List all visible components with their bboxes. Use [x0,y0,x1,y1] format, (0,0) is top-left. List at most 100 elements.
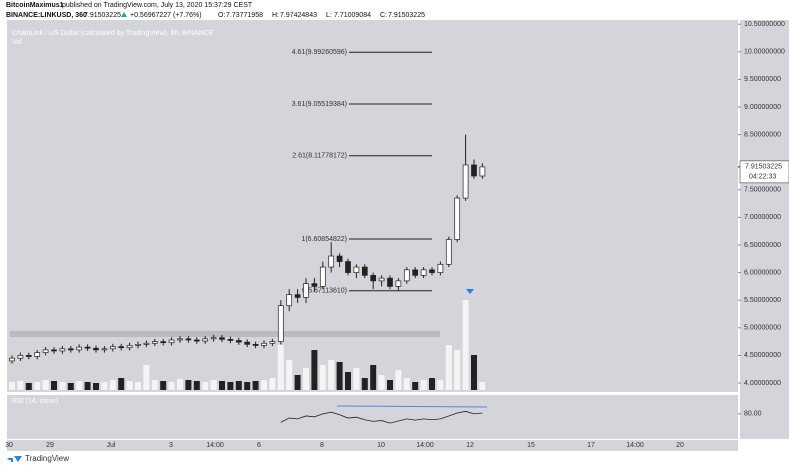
candle-body [437,263,444,273]
y-tick-label: 8.50000000 [744,131,781,138]
x-tick-label: Jul [107,442,116,449]
volume-bar [361,378,368,390]
volume-bar [9,382,15,390]
rsi-line [280,410,483,424]
candle-body [286,294,293,307]
candle-body [387,277,393,287]
last-price-box [739,160,789,184]
candle-body [143,342,150,345]
fib-label: 1(6.60854822) [301,236,347,243]
candle-body [429,269,435,273]
candle-body [168,339,175,344]
candle-body [126,345,133,349]
candle-body [252,344,259,346]
volume-bar [420,380,427,390]
candle-body [59,348,66,352]
volume-bar [311,350,318,390]
candle-body [193,339,200,342]
rsi-trendline [336,405,488,408]
volume-bar [151,380,158,390]
volume-bar [84,382,91,390]
candle-body [311,283,318,287]
y-tick-label: 10.50000000 [744,21,785,28]
volume-bar [252,381,259,390]
candle-body [454,197,461,240]
rsi-tick-label: 80.00 [744,411,762,418]
volume-bar [387,380,393,390]
candle-body [227,339,234,341]
volume-bar [160,381,167,390]
volume-bar [462,300,469,390]
volume-bar [168,382,175,390]
volume-bar [101,382,108,390]
fib-label: 3.61(9.05519384) [292,101,347,108]
x-tick-label: 14:00 [626,442,644,449]
ohlc-value: 7.73771958 [226,12,263,19]
candle-body [378,277,385,282]
candle-body [67,348,74,351]
volume-bar [185,380,192,390]
ohlc-label: O: [218,12,225,19]
candle-body [328,255,335,268]
candle-body [319,266,326,287]
volume-bar [345,372,351,390]
volume-bar [328,360,335,390]
candle-body [101,348,108,351]
volume-bar [34,382,41,390]
candle-body [34,352,41,357]
candle-body [84,346,91,349]
ohlc-label: H: [272,12,279,19]
volume-bar [277,345,284,390]
candle-body [135,344,141,346]
y-tick-label: 6.50000000 [744,242,781,249]
volume-bar [109,380,116,390]
volume-bar [59,382,66,390]
candle-body [370,275,377,282]
volume-bar [51,381,57,390]
x-tick-label: 17 [587,442,595,449]
candle-body [235,340,242,343]
volume-bar [202,382,209,390]
volume-bar [235,381,242,390]
candle-body [303,283,309,298]
candle-body [336,255,343,262]
candle-body [345,261,351,273]
y-tick-label: 7.50000000 [744,187,781,194]
ohlc-value: 7.91503225 [388,12,425,19]
x-tick-label: 14:00 [206,442,224,449]
candle-body [210,337,217,340]
symbol: BINANCE:LINKUSD, 360 [6,12,87,19]
volume-bar [303,368,309,390]
fib-label: 2.61(8.11778172) [292,153,347,160]
zone-band [10,331,440,337]
candle-body [361,266,368,276]
ohlc-value: 7.97424843 [280,12,317,19]
volume-bar [126,381,133,390]
price-pane [7,20,738,392]
candle-body [261,342,267,346]
candle-body [17,355,24,359]
x-tick-label: 10 [377,442,385,449]
candle-body [471,164,477,177]
ohlc-value: 7.71009084 [334,12,371,19]
y-tick-label: 4.50000000 [744,352,781,359]
volume-bar [370,365,377,390]
candle-body [445,239,452,265]
y-tick-label: 6.00000000 [744,269,781,276]
logo [7,456,22,462]
rsi-pane [7,395,738,439]
volume-bar [479,382,486,390]
ohlc-label: C: [380,12,387,19]
legend: ChainLink / US Dollar (calculated by Tra… [12,30,214,37]
volume-bar [395,370,402,390]
candle-body [25,355,32,357]
volume-bar [210,380,217,390]
candle-body [177,338,183,341]
volume-bar [429,378,435,390]
candle-body [151,341,158,344]
x-tick-label: 12 [466,442,474,449]
y-tick-label: 7.00000000 [744,214,781,221]
change: +0.56967227 (+7.76%) [130,12,202,19]
candle-body [269,341,276,344]
